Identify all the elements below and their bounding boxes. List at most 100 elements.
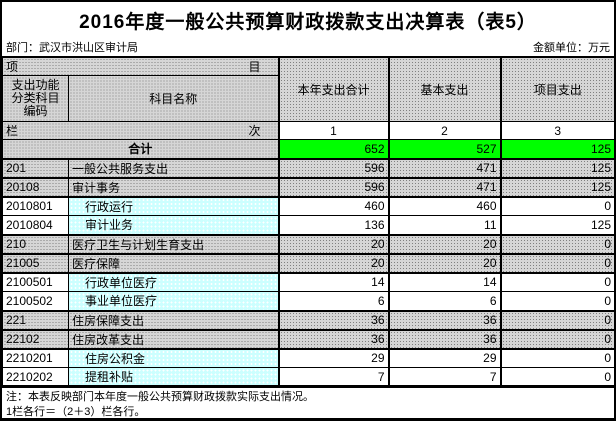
row-basic-expenditure: 29: [387, 348, 501, 368]
row-basic-expenditure: 6: [387, 291, 501, 311]
row-project-expenditure: 0: [499, 196, 614, 216]
row-annual-total: 20: [277, 233, 389, 255]
row-basic-expenditure: 14: [387, 272, 501, 292]
col-header-subject-name: 科目名称: [68, 75, 279, 122]
row-basic-expenditure: 20: [387, 233, 501, 255]
row-subject-name: 事业单位医疗: [68, 291, 279, 311]
col-header-annual-total: 本年支出合计: [277, 56, 389, 122]
row-project-expenditure: 0: [499, 309, 614, 331]
table-row: 20108 审计事务 596 471 125: [2, 176, 614, 198]
row-project-expenditure: 125: [499, 176, 614, 198]
meta-row: 部门：武汉市洪山区审计局 金额单位：万元: [2, 38, 614, 56]
row-subject-name: 一般公共服务支出: [68, 157, 279, 179]
row-function-code: 2010804: [2, 215, 69, 235]
row-subject-name: 行政单位医疗: [68, 272, 279, 292]
table-row: 22102 住房改革支出 36 36 0: [2, 328, 614, 350]
row-function-code: 2210202: [2, 367, 69, 387]
row-subject-name: 审计事务: [68, 176, 279, 198]
row-subject-name: 医疗卫生与计划生育支出: [68, 233, 279, 255]
lan-label-left: 栏: [6, 124, 19, 138]
col-header-basic: 基本支出: [387, 56, 501, 122]
row-annual-total: 596: [277, 176, 389, 198]
row-annual-total: 7: [277, 367, 389, 387]
row-subject-name: 医疗保障: [68, 252, 279, 274]
row-basic-expenditure: 471: [387, 176, 501, 198]
row-basic-expenditure: 460: [387, 196, 501, 216]
grand-total-row: 合计 652 527 125: [2, 139, 614, 159]
department-label: 部门：武汉市洪山区审计局: [6, 42, 138, 54]
row-function-code: 2100501: [2, 272, 69, 292]
column-number-1: 1: [277, 121, 389, 140]
col-header-function-code: 支出功能 分类科目 编码: [2, 75, 69, 122]
expenditure-table: 项 目 本年支出合计 基本支出 项目支出 支出功能 分类科目 编码 科目名称 栏…: [2, 56, 615, 388]
footnotes: 注：本表反映部门本年度一般公共预算财政拨款实际支出情况。 1栏各行＝（2＋3）栏…: [2, 388, 614, 418]
column-number-2: 2: [387, 121, 501, 140]
item-header-cell: 项 目: [2, 56, 279, 76]
item-label-left: 项: [6, 60, 19, 74]
row-subject-name: 住房改革支出: [68, 328, 279, 350]
page-title: 2016年度一般公共预算财政拨款支出决算表（表5）: [79, 11, 537, 33]
table-row: 210 医疗卫生与计划生育支出 20 20 0: [2, 233, 614, 255]
table-row: 221 住房保障支出 36 36 0: [2, 309, 614, 331]
row-project-expenditure: 0: [499, 233, 614, 255]
grand-total-label: 合计: [2, 139, 279, 159]
row-project-expenditure: 0: [499, 272, 614, 292]
row-subject-name: 住房保障支出: [68, 309, 279, 331]
table-row: 2010804 审计业务 136 11 125: [2, 215, 614, 235]
col-header-project: 项目支出: [499, 56, 614, 122]
row-annual-total: 596: [277, 157, 389, 179]
row-project-expenditure: 125: [499, 215, 614, 235]
row-project-expenditure: 125: [499, 157, 614, 179]
lan-label-right: 次: [248, 124, 261, 138]
row-project-expenditure: 0: [499, 328, 614, 350]
row-project-expenditure: 0: [499, 348, 614, 368]
grand-total-basic: 527: [387, 139, 501, 159]
header-row-item: 项 目 本年支出合计 基本支出 项目支出: [2, 56, 614, 122]
column-number-3: 3: [499, 121, 614, 140]
grand-total-annual: 652: [277, 139, 389, 159]
table-row: 2100501 行政单位医疗 14 14 0: [2, 272, 614, 292]
header-row-column-numbers: 栏 次 1 2 3: [2, 121, 614, 140]
table-row: 2010801 行政运行 460 460 0: [2, 196, 614, 216]
header-row-subject: 支出功能 分类科目 编码 科目名称: [2, 75, 615, 122]
row-annual-total: 136: [277, 215, 389, 235]
column-index-cell: 栏 次: [2, 121, 279, 140]
row-annual-total: 36: [277, 309, 389, 331]
row-function-code: 20108: [2, 176, 69, 198]
row-basic-expenditure: 11: [387, 215, 501, 235]
row-function-code: 201: [2, 157, 69, 179]
table-row: 2100502 事业单位医疗 6 6 0: [2, 291, 614, 311]
footnote-line-1: 注：本表反映部门本年度一般公共预算财政拨款实际支出情况。: [6, 391, 314, 403]
row-annual-total: 29: [277, 348, 389, 368]
row-function-code: 2010801: [2, 196, 69, 216]
row-subject-name: 行政运行: [68, 196, 279, 216]
row-project-expenditure: 0: [499, 252, 614, 274]
row-annual-total: 20: [277, 252, 389, 274]
row-basic-expenditure: 7: [387, 367, 501, 387]
item-label-right: 目: [248, 60, 261, 74]
row-basic-expenditure: 20: [387, 252, 501, 274]
table-row: 2210201 住房公积金 29 29 0: [2, 348, 614, 368]
row-function-code: 21005: [2, 252, 69, 274]
row-function-code: 2210201: [2, 348, 69, 368]
row-annual-total: 36: [277, 328, 389, 350]
footnote-line-2: 1栏各行＝（2＋3）栏各行。: [6, 406, 146, 418]
row-function-code: 210: [2, 233, 69, 255]
row-annual-total: 14: [277, 272, 389, 292]
row-basic-expenditure: 471: [387, 157, 501, 179]
amount-unit-label: 金额单位：万元: [533, 42, 610, 54]
table-row: 21005 医疗保障 20 20 0: [2, 252, 614, 274]
row-function-code: 2100502: [2, 291, 69, 311]
row-basic-expenditure: 36: [387, 309, 501, 331]
row-function-code: 22102: [2, 328, 69, 350]
table-row: 2210202 提租补贴 7 7 0: [2, 367, 614, 387]
row-project-expenditure: 0: [499, 291, 614, 311]
row-subject-name: 提租补贴: [68, 367, 279, 387]
grand-total-project: 125: [499, 139, 614, 159]
row-subject-name: 审计业务: [68, 215, 279, 235]
row-annual-total: 460: [277, 196, 389, 216]
row-subject-name: 住房公积金: [68, 348, 279, 368]
row-annual-total: 6: [277, 291, 389, 311]
row-function-code: 221: [2, 309, 69, 331]
